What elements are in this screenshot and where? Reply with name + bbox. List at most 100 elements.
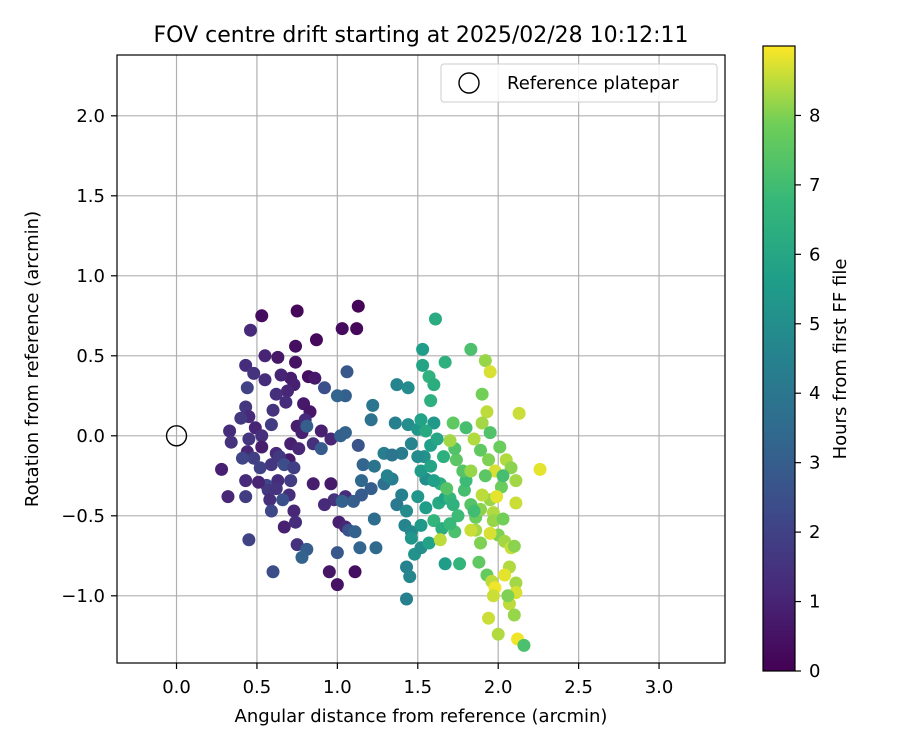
- data-point: [247, 451, 261, 465]
- data-point: [364, 482, 378, 496]
- data-point: [507, 608, 521, 622]
- y-tick-label: 0.0: [76, 426, 105, 447]
- data-point: [240, 381, 254, 395]
- data-point: [390, 378, 404, 392]
- data-point: [242, 432, 256, 446]
- y-tick-label: 2.0: [76, 106, 105, 127]
- data-point: [289, 339, 303, 353]
- data-point: [457, 483, 471, 497]
- data-point: [255, 440, 269, 454]
- colorbar-tick-label: 8: [809, 105, 820, 126]
- data-point: [507, 539, 521, 553]
- data-point: [258, 373, 272, 387]
- data-point: [309, 333, 323, 347]
- data-point: [287, 461, 301, 475]
- data-point: [419, 424, 433, 438]
- data-point: [428, 312, 442, 326]
- colorbar-tick-label: 3: [809, 453, 820, 474]
- data-point: [438, 355, 452, 369]
- data-point: [472, 555, 486, 569]
- data-point: [411, 490, 425, 504]
- data-point: [400, 504, 414, 518]
- data-point: [276, 493, 290, 507]
- data-point: [385, 448, 399, 462]
- data-point: [330, 389, 344, 403]
- data-point: [424, 394, 438, 408]
- data-point: [252, 475, 266, 489]
- data-point: [501, 589, 515, 603]
- x-axis-label: Angular distance from reference (arcmin): [235, 706, 608, 727]
- data-point: [338, 426, 352, 440]
- data-point: [239, 490, 253, 504]
- data-point: [474, 443, 488, 457]
- data-point: [314, 442, 328, 456]
- data-point: [287, 504, 301, 518]
- data-point: [340, 365, 354, 379]
- chart-title: FOV centre drift starting at 2025/02/28 …: [154, 23, 689, 48]
- data-point: [317, 498, 331, 512]
- data-point: [480, 405, 494, 419]
- data-point: [264, 418, 278, 432]
- colorbar-gradient: [762, 45, 796, 672]
- data-point: [367, 459, 381, 473]
- data-point: [411, 450, 425, 464]
- data-point: [369, 541, 383, 555]
- y-axis-ticks: −1.0 −0.5 0.0 0.5 1.0 1.5 2.0: [61, 106, 117, 607]
- data-point: [239, 474, 253, 488]
- data-point: [404, 437, 418, 451]
- data-point: [509, 576, 523, 590]
- data-point: [356, 458, 370, 472]
- data-point: [269, 387, 283, 401]
- data-point: [491, 627, 505, 641]
- data-point: [289, 515, 303, 529]
- colorbar-ticks: 0 1 2 3 4 5 6 7 8: [795, 105, 820, 682]
- data-point: [292, 442, 306, 456]
- data-point: [348, 565, 362, 579]
- data-point: [459, 421, 473, 435]
- data-point: [224, 435, 238, 449]
- data-point: [430, 432, 444, 446]
- data-point: [351, 299, 365, 313]
- colorbar-tick-label: 4: [809, 383, 820, 404]
- data-point: [483, 526, 497, 540]
- data-point: [493, 440, 507, 454]
- data-point: [446, 498, 460, 512]
- y-tick-label: −1.0: [61, 586, 105, 607]
- data-point: [517, 638, 531, 652]
- x-tick-label: 3.0: [645, 677, 674, 698]
- data-point: [401, 418, 415, 432]
- x-tick-label: 2.5: [564, 677, 593, 698]
- data-point: [289, 355, 303, 369]
- data-point: [266, 403, 280, 417]
- data-point: [483, 426, 497, 440]
- data-point: [427, 416, 441, 430]
- data-point: [443, 517, 457, 531]
- data-point: [438, 557, 452, 571]
- y-tick-label: −0.5: [61, 506, 105, 527]
- data-point: [498, 568, 512, 582]
- y-axis-label: Rotation from reference (arcmin): [22, 211, 43, 507]
- data-point: [366, 398, 380, 412]
- data-point: [223, 424, 237, 438]
- colorbar: 0 1 2 3 4 5 6 7 8 Hours from first FF file: [762, 45, 851, 682]
- data-point: [446, 416, 460, 430]
- data-point: [284, 474, 298, 488]
- data-point: [264, 458, 278, 472]
- colorbar-tick-label: 5: [809, 314, 820, 335]
- data-point: [509, 474, 523, 488]
- data-point: [395, 488, 409, 502]
- data-point: [475, 387, 489, 401]
- data-point: [317, 381, 331, 395]
- data-point: [414, 413, 428, 427]
- data-point: [235, 451, 249, 465]
- data-point: [422, 536, 436, 550]
- colorbar-label: Hours from first FF file: [830, 259, 851, 460]
- data-point: [306, 477, 320, 491]
- data-point: [486, 514, 500, 528]
- x-tick-label: 0.5: [243, 677, 272, 698]
- data-point: [464, 464, 478, 478]
- data-point: [290, 538, 304, 552]
- y-tick-label: 1.0: [76, 266, 105, 287]
- data-point: [401, 381, 415, 395]
